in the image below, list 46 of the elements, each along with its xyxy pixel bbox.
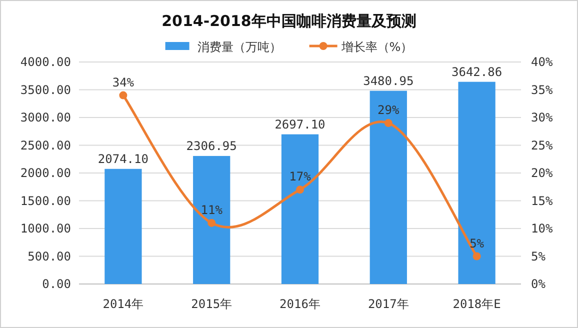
data-label: 3480.95: [363, 74, 414, 88]
bar: [281, 134, 319, 284]
x-tick-label: 2014年: [102, 297, 144, 311]
y2-tick-label: 20%: [531, 166, 554, 180]
point: [472, 252, 481, 260]
point: [296, 186, 304, 194]
data-label: 34%: [112, 75, 135, 90]
data-label: 3642.86: [452, 64, 502, 79]
data-label: 11%: [200, 202, 224, 217]
data-label: 2306.95: [186, 138, 237, 153]
y2-tick-label: 35%: [531, 82, 554, 97]
x-tick-label: 2018年E: [452, 297, 501, 311]
point: [208, 218, 216, 227]
y-tick-label: 3000.00: [20, 110, 71, 124]
x-tick-label: 2016年: [280, 297, 320, 311]
y-tick-label: 2000.00: [20, 166, 71, 180]
y-tick-label: 500.00: [28, 249, 71, 264]
y2-tick-label: 5%: [531, 249, 546, 264]
data-label: 5%: [470, 236, 485, 250]
y-tick-label: 0.00: [42, 277, 71, 291]
y2-tick-label: 30%: [531, 110, 554, 124]
x-tick-label: 2015年: [191, 297, 232, 311]
y2-tick-label: 40%: [531, 55, 554, 69]
bar: [458, 82, 496, 284]
y2-tick-label: 0%: [531, 277, 546, 291]
data-label: 2074.10: [98, 152, 148, 166]
y2-tick-label: 15%: [531, 194, 554, 208]
x-tick-label: 2017年: [368, 297, 409, 311]
y-tick-label: 3500.00: [20, 82, 71, 97]
point: [384, 119, 392, 128]
y-tick-label: 1500.00: [20, 194, 71, 208]
legend-label: 消费量（万吨）: [197, 40, 282, 54]
point: [119, 91, 128, 100]
y2-tick-label: 10%: [531, 222, 554, 236]
bar: [193, 156, 230, 284]
data-label: 17%: [289, 170, 312, 184]
y2-tick-label: 25%: [531, 138, 554, 152]
legend-label: 增长率（%）: [340, 40, 413, 54]
y-tick-label: 2500.00: [20, 138, 71, 152]
data-label: 2697.10: [274, 117, 326, 132]
y-tick-label: 1000.00: [20, 222, 71, 236]
bar: [370, 90, 407, 284]
chart-title: 2014-2018年中国咖啡消费量及预测: [162, 12, 416, 30]
data-label: 29%: [378, 103, 400, 118]
bar: [104, 168, 142, 284]
y-tick-label: 4000.00: [20, 55, 71, 69]
